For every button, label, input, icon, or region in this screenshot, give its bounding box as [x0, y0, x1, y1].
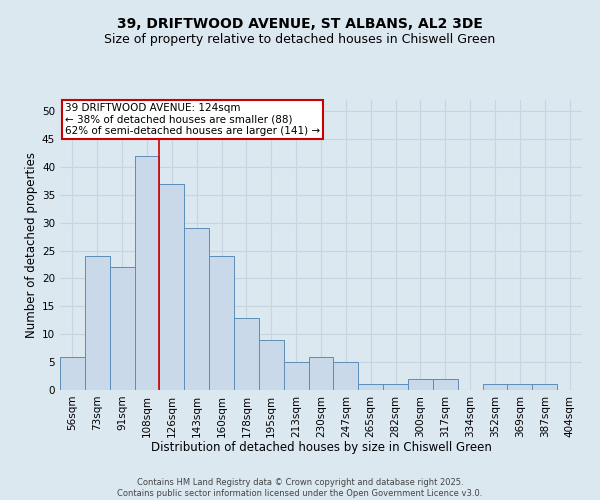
Bar — [433, 379, 458, 390]
Bar — [334, 362, 358, 390]
Bar — [60, 356, 85, 390]
Bar — [184, 228, 209, 390]
Bar — [358, 384, 383, 390]
Y-axis label: Number of detached properties: Number of detached properties — [25, 152, 38, 338]
Bar — [508, 384, 532, 390]
Bar — [134, 156, 160, 390]
Bar — [408, 379, 433, 390]
Text: 39 DRIFTWOOD AVENUE: 124sqm
← 38% of detached houses are smaller (88)
62% of sem: 39 DRIFTWOOD AVENUE: 124sqm ← 38% of det… — [65, 103, 320, 136]
Text: Contains HM Land Registry data © Crown copyright and database right 2025.
Contai: Contains HM Land Registry data © Crown c… — [118, 478, 482, 498]
Bar — [532, 384, 557, 390]
Bar — [482, 384, 508, 390]
Bar — [383, 384, 408, 390]
Bar — [284, 362, 308, 390]
X-axis label: Distribution of detached houses by size in Chiswell Green: Distribution of detached houses by size … — [151, 441, 491, 454]
Bar — [308, 356, 334, 390]
Bar — [259, 340, 284, 390]
Text: 39, DRIFTWOOD AVENUE, ST ALBANS, AL2 3DE: 39, DRIFTWOOD AVENUE, ST ALBANS, AL2 3DE — [117, 18, 483, 32]
Bar — [209, 256, 234, 390]
Bar — [160, 184, 184, 390]
Bar — [110, 268, 134, 390]
Bar — [85, 256, 110, 390]
Text: Size of property relative to detached houses in Chiswell Green: Size of property relative to detached ho… — [104, 32, 496, 46]
Bar — [234, 318, 259, 390]
